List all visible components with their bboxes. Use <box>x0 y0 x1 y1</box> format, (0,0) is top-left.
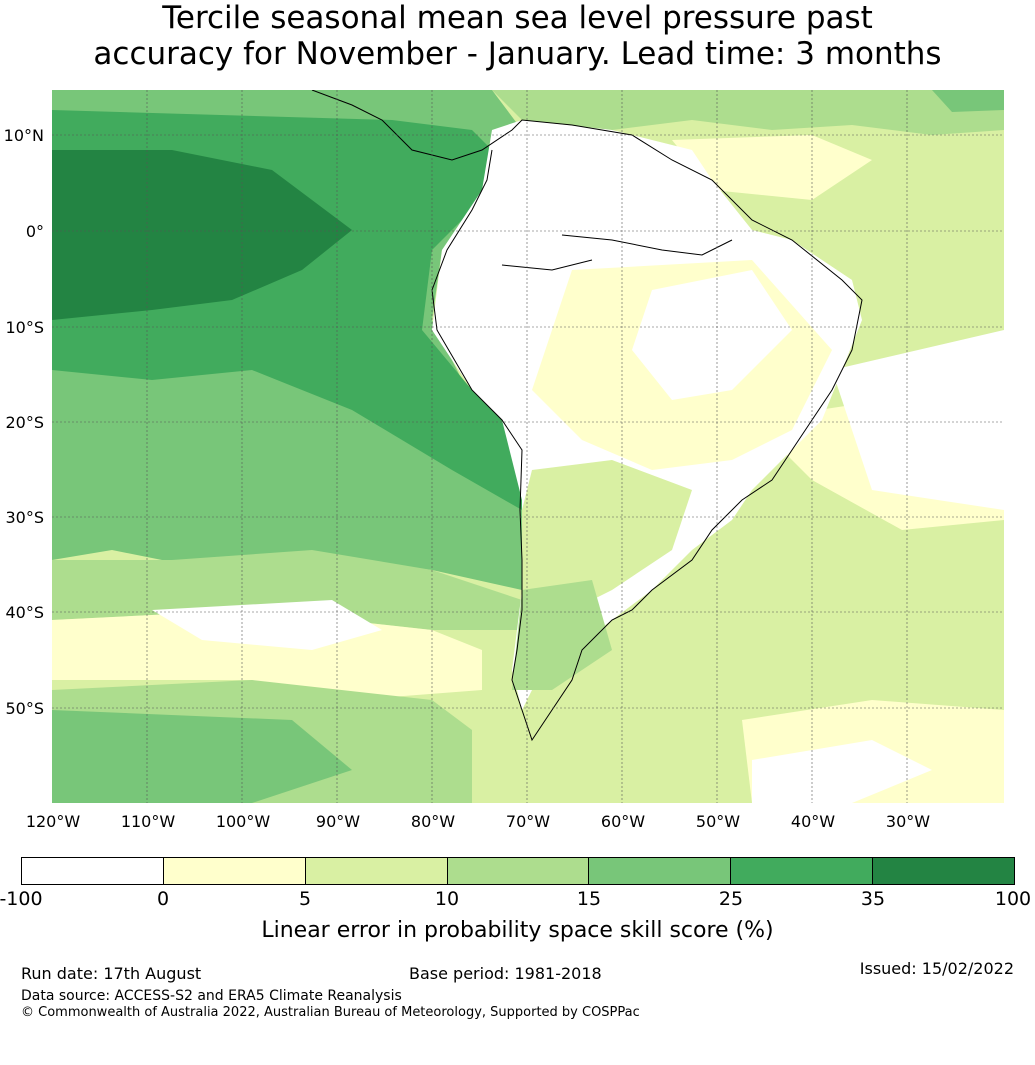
lon-label-50w: 50°W <box>695 812 741 831</box>
colorbar-tick: 0 <box>156 888 170 910</box>
lat-label-50s: 50°S <box>5 699 44 718</box>
field-atlantic-south-white <box>752 740 932 803</box>
field-pacific-south-strong <box>52 710 352 803</box>
map-title: Tercile seasonal mean sea level pressure… <box>0 0 1035 72</box>
lat-label-0: 0° <box>25 222 44 241</box>
colorbar-segment <box>873 858 1015 884</box>
title-line-2: accuracy for November - January. Lead ti… <box>93 36 942 72</box>
colorbar-tick: 100 <box>994 888 1032 910</box>
graticule <box>52 90 1004 803</box>
colorbar-tick: 5 <box>298 888 312 910</box>
colorbar-tick: -100 <box>0 888 43 910</box>
colorbar-label: Linear error in probability space skill … <box>261 918 774 943</box>
coastline <box>311 90 863 742</box>
lat-label-10n: 10°N <box>3 126 44 145</box>
data-source: Data source: ACCESS-S2 and ERA5 Climate … <box>21 988 402 1004</box>
lon-label-120w: 120°W <box>25 812 81 831</box>
colorbar-segment <box>305 858 448 884</box>
colorbar-segment <box>22 858 164 884</box>
lon-label-60w: 60°W <box>600 812 646 831</box>
continent-patagonia <box>512 580 612 690</box>
skill-score-map <box>52 90 1004 803</box>
colorbar-tick: 10 <box>434 888 460 910</box>
lon-label-80w: 80°W <box>410 812 456 831</box>
lon-label-100w: 100°W <box>215 812 271 831</box>
lat-label-40s: 40°S <box>5 603 44 622</box>
lat-label-10s: 10°S <box>5 318 44 337</box>
river-tributary <box>501 259 593 271</box>
field-atlantic-low-1 <box>672 135 872 200</box>
field-pacific-0-5 <box>52 610 482 700</box>
river-amazon <box>561 234 733 256</box>
continent-interior-white <box>632 270 792 400</box>
colorbar-tick: 15 <box>576 888 602 910</box>
field-pacific-35-100 <box>52 150 352 320</box>
colorbar-tick: 25 <box>718 888 744 910</box>
lat-label-20s: 20°S <box>5 413 44 432</box>
lon-label-30w: 30°W <box>885 812 931 831</box>
colorbar <box>21 857 1015 885</box>
copyright: © Commonwealth of Australia 2022, Austra… <box>21 1005 640 1020</box>
lon-label-40w: 40°W <box>790 812 836 831</box>
field-atlantic-north <box>492 90 1004 135</box>
field-caribbean-high <box>932 90 1004 112</box>
colorbar-segment <box>163 858 306 884</box>
lon-label-70w: 70°W <box>505 812 551 831</box>
colorbar-segment <box>731 858 874 884</box>
lon-label-110w: 110°W <box>120 812 176 831</box>
continent-south-10 <box>522 460 692 620</box>
map-canvas <box>52 90 1004 803</box>
title-line-1: Tercile seasonal mean sea level pressure… <box>162 0 873 36</box>
lat-label-30s: 30°S <box>5 508 44 527</box>
run-date: Run date: 17th August <box>21 964 202 983</box>
colorbar-segment <box>589 858 732 884</box>
issued-date: Issued: 15/02/2022 <box>859 959 1014 978</box>
colorbar-tick: 35 <box>860 888 886 910</box>
field-pacific-white <box>152 600 382 650</box>
field-atlantic-white <box>832 330 1004 510</box>
lon-label-90w: 90°W <box>315 812 361 831</box>
base-period: Base period: 1981-2018 <box>409 964 602 983</box>
colorbar-segment <box>447 858 590 884</box>
